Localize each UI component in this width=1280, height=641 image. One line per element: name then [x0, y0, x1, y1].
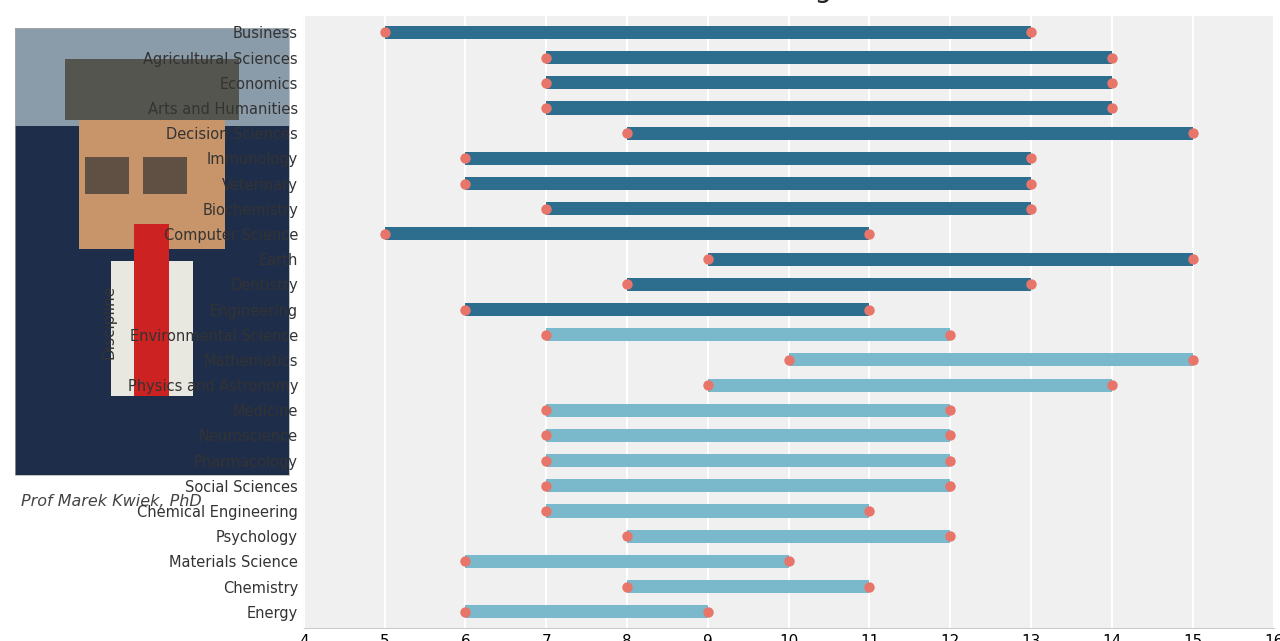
Bar	[547, 51, 1112, 64]
Bar	[547, 404, 950, 417]
Bar	[547, 429, 950, 442]
Bar	[84, 157, 128, 194]
Bar	[134, 224, 169, 395]
Bar	[547, 504, 869, 517]
Bar	[547, 328, 950, 341]
Bar	[547, 202, 1032, 215]
Title: Difference in median age, 1990 and 2020: Difference in median age, 1990 and 2020	[498, 0, 1079, 3]
Bar	[143, 157, 187, 194]
Y-axis label: Discipline: Discipline	[101, 285, 116, 359]
Bar	[466, 605, 708, 619]
Bar	[15, 28, 289, 475]
Bar	[466, 177, 1032, 190]
Bar	[708, 379, 1112, 392]
Bar	[708, 253, 1193, 265]
Bar	[627, 278, 1032, 291]
Bar	[466, 555, 788, 568]
Bar	[547, 479, 950, 492]
Bar	[64, 59, 239, 120]
Bar	[111, 261, 192, 395]
Bar	[627, 529, 950, 543]
Bar	[466, 152, 1032, 165]
Bar	[627, 580, 869, 593]
Bar	[547, 101, 1112, 115]
Bar	[15, 28, 289, 138]
Bar	[547, 454, 950, 467]
Bar	[627, 127, 1193, 140]
Bar	[79, 102, 224, 249]
Bar	[466, 303, 869, 316]
Bar	[788, 353, 1193, 367]
Text: Prof Marek Kwiek, PhD: Prof Marek Kwiek, PhD	[20, 494, 202, 508]
Bar	[384, 26, 1032, 39]
Bar	[384, 228, 869, 240]
Bar	[15, 126, 289, 475]
Bar	[547, 76, 1112, 89]
